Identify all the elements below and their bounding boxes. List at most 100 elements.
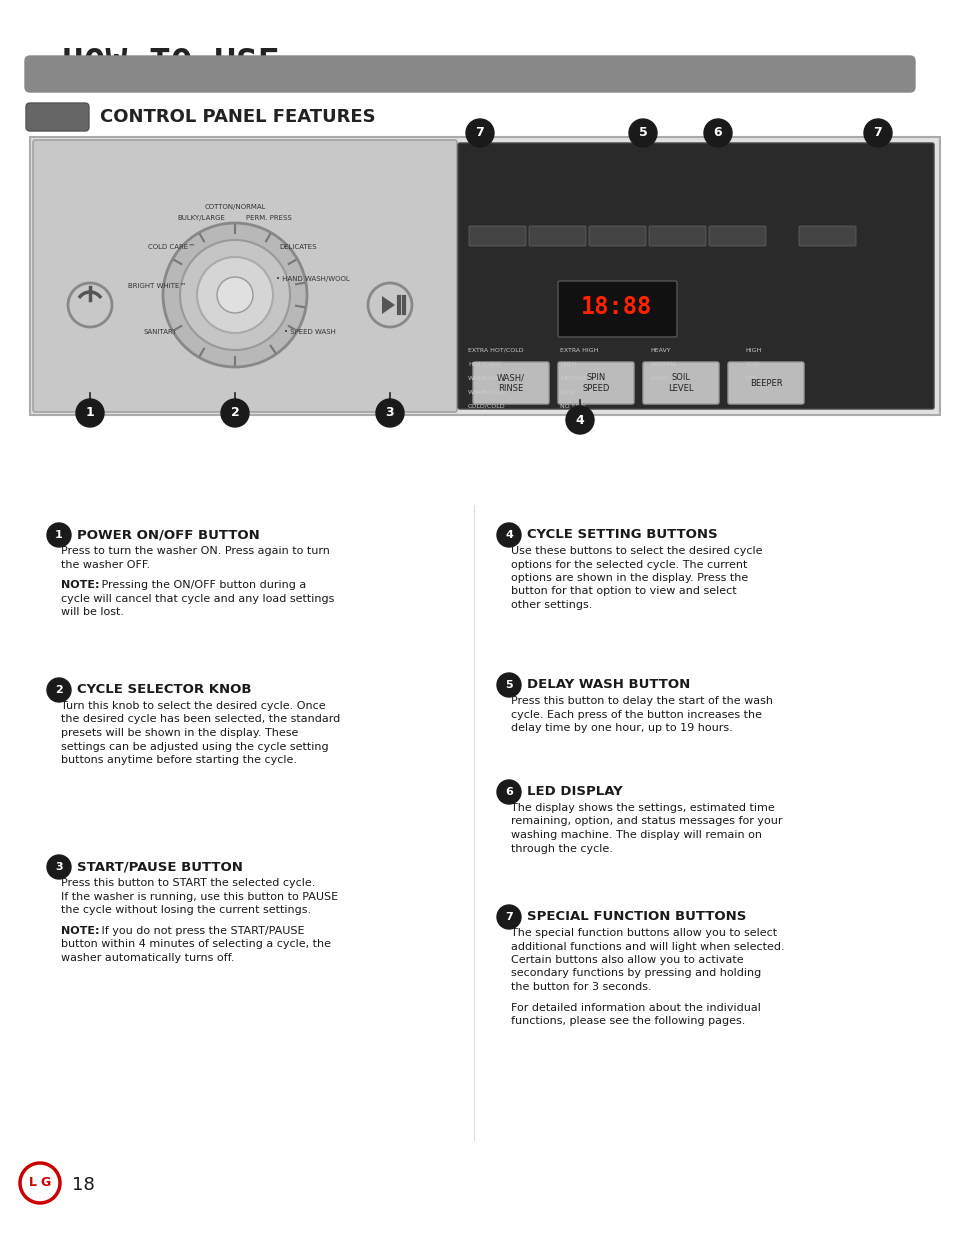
Text: washer automatically turns off.: washer automatically turns off. [61, 953, 234, 963]
FancyBboxPatch shape [30, 137, 939, 415]
Text: BULKY/LARGE: BULKY/LARGE [177, 215, 225, 221]
Text: buttons anytime before starting the cycle.: buttons anytime before starting the cycl… [61, 755, 296, 764]
FancyBboxPatch shape [457, 143, 933, 409]
Text: Press to turn the washer ON. Press again to turn: Press to turn the washer ON. Press again… [61, 546, 330, 556]
Circle shape [375, 399, 403, 427]
Text: additional functions and will light when selected.: additional functions and will light when… [511, 941, 783, 951]
Text: 7: 7 [476, 126, 484, 140]
Text: DELAY WASH BUTTON: DELAY WASH BUTTON [526, 678, 690, 692]
Circle shape [863, 119, 891, 147]
Text: delay time by one hour, up to 19 hours.: delay time by one hour, up to 19 hours. [511, 722, 732, 734]
Circle shape [47, 678, 71, 701]
Text: HOT/COLD: HOT/COLD [468, 362, 501, 367]
Text: the button for 3 seconds.: the button for 3 seconds. [511, 982, 651, 992]
Text: 1: 1 [86, 406, 94, 420]
Text: If the washer is running, use this button to PAUSE: If the washer is running, use this butto… [61, 892, 337, 902]
Text: NORMAL: NORMAL [649, 362, 677, 367]
Text: cycle will cancel that cycle and any load settings: cycle will cancel that cycle and any loa… [61, 594, 334, 604]
Text: options for the selected cycle. The current: options for the selected cycle. The curr… [511, 559, 746, 569]
Text: functions, please see the following pages.: functions, please see the following page… [511, 1016, 744, 1026]
Text: options are shown in the display. Press the: options are shown in the display. Press … [511, 573, 747, 583]
FancyBboxPatch shape [708, 226, 765, 246]
Text: through the cycle.: through the cycle. [511, 844, 612, 853]
Text: START/PAUSE BUTTON: START/PAUSE BUTTON [77, 860, 243, 873]
Text: COLD CARE™: COLD CARE™ [148, 243, 195, 249]
Circle shape [368, 283, 412, 327]
Text: Use these buttons to select the desired cycle: Use these buttons to select the desired … [511, 546, 761, 556]
Text: NOTE:: NOTE: [61, 580, 99, 590]
Text: Certain buttons also allow you to activate: Certain buttons also allow you to activa… [511, 955, 742, 965]
Polygon shape [381, 296, 395, 314]
FancyBboxPatch shape [799, 226, 855, 246]
Text: If you do not press the START/PAUSE: If you do not press the START/PAUSE [98, 926, 304, 936]
Circle shape [68, 283, 112, 327]
Text: POWER ON/OFF BUTTON: POWER ON/OFF BUTTON [77, 529, 259, 541]
FancyBboxPatch shape [727, 362, 803, 404]
Text: 7: 7 [873, 126, 882, 140]
Circle shape [163, 224, 307, 367]
Circle shape [20, 1163, 60, 1203]
Text: button for that option to view and select: button for that option to view and selec… [511, 587, 736, 597]
Text: 18:88: 18:88 [580, 295, 652, 319]
FancyBboxPatch shape [473, 362, 548, 404]
Text: 2: 2 [231, 406, 239, 420]
Text: The display shows the settings, estimated time: The display shows the settings, estimate… [511, 803, 774, 813]
Circle shape [497, 905, 520, 929]
Text: 4: 4 [575, 414, 584, 426]
Text: • HAND WASH/WOOL: • HAND WASH/WOOL [275, 277, 349, 282]
Text: 2: 2 [55, 685, 63, 695]
Text: CYCLE SELECTOR KNOB: CYCLE SELECTOR KNOB [77, 683, 252, 697]
Circle shape [76, 399, 104, 427]
Text: HIGH: HIGH [744, 347, 760, 352]
FancyBboxPatch shape [648, 226, 705, 246]
Circle shape [221, 399, 249, 427]
Circle shape [216, 277, 253, 312]
Circle shape [628, 119, 657, 147]
Text: cycle. Each press of the button increases the: cycle. Each press of the button increase… [511, 709, 761, 720]
Text: • SPEED WASH: • SPEED WASH [284, 329, 335, 335]
Text: 18: 18 [71, 1176, 94, 1194]
Text: MEDIUM: MEDIUM [559, 375, 585, 380]
FancyBboxPatch shape [558, 362, 634, 404]
Text: HIGH: HIGH [559, 362, 576, 367]
Text: HOW TO USE: HOW TO USE [62, 47, 279, 82]
Text: secondary functions by pressing and holding: secondary functions by pressing and hold… [511, 968, 760, 978]
Text: presets will be shown in the display. These: presets will be shown in the display. Th… [61, 727, 298, 739]
Text: BEEPER: BEEPER [749, 378, 781, 388]
Text: LOW: LOW [744, 362, 759, 367]
Text: 3: 3 [55, 862, 63, 872]
FancyBboxPatch shape [558, 282, 677, 337]
Text: SANITARY: SANITARY [143, 329, 176, 335]
Text: Turn this knob to select the desired cycle. Once: Turn this knob to select the desired cyc… [61, 701, 325, 711]
Text: remaining, option, and status messages for your: remaining, option, and status messages f… [511, 816, 781, 826]
Circle shape [465, 119, 494, 147]
Text: 1: 1 [55, 530, 63, 540]
Text: DELICATES: DELICATES [279, 243, 316, 249]
Text: the cycle without losing the current settings.: the cycle without losing the current set… [61, 905, 311, 915]
Text: Press this button to delay the start of the wash: Press this button to delay the start of … [511, 697, 772, 706]
Circle shape [180, 240, 290, 350]
Text: 5: 5 [505, 680, 513, 690]
Text: SOIL
LEVEL: SOIL LEVEL [667, 373, 693, 393]
Circle shape [47, 855, 71, 879]
Text: HEAVY: HEAVY [649, 347, 670, 352]
Circle shape [703, 119, 731, 147]
Text: OFF: OFF [744, 375, 757, 380]
Text: the washer OFF.: the washer OFF. [61, 559, 150, 569]
Text: button within 4 minutes of selecting a cycle, the: button within 4 minutes of selecting a c… [61, 940, 331, 950]
FancyBboxPatch shape [33, 140, 456, 412]
Text: 6: 6 [504, 787, 513, 797]
Circle shape [497, 781, 520, 804]
Text: COTTON/NORMAL: COTTON/NORMAL [204, 204, 266, 210]
Text: 6: 6 [713, 126, 721, 140]
Text: WARM/WARM: WARM/WARM [468, 375, 509, 380]
Text: CYCLE SETTING BUTTONS: CYCLE SETTING BUTTONS [526, 529, 717, 541]
Circle shape [497, 522, 520, 547]
Text: CONTROL PANEL FEATURES: CONTROL PANEL FEATURES [100, 107, 375, 126]
Text: NO SPIN: NO SPIN [559, 404, 585, 409]
Text: settings can be adjusted using the cycle setting: settings can be adjusted using the cycle… [61, 741, 328, 752]
Text: washing machine. The display will remain on: washing machine. The display will remain… [511, 830, 761, 840]
Circle shape [196, 257, 273, 333]
Text: the desired cycle has been selected, the standard: the desired cycle has been selected, the… [61, 715, 340, 725]
Text: BRIGHT WHITE™: BRIGHT WHITE™ [129, 283, 187, 289]
